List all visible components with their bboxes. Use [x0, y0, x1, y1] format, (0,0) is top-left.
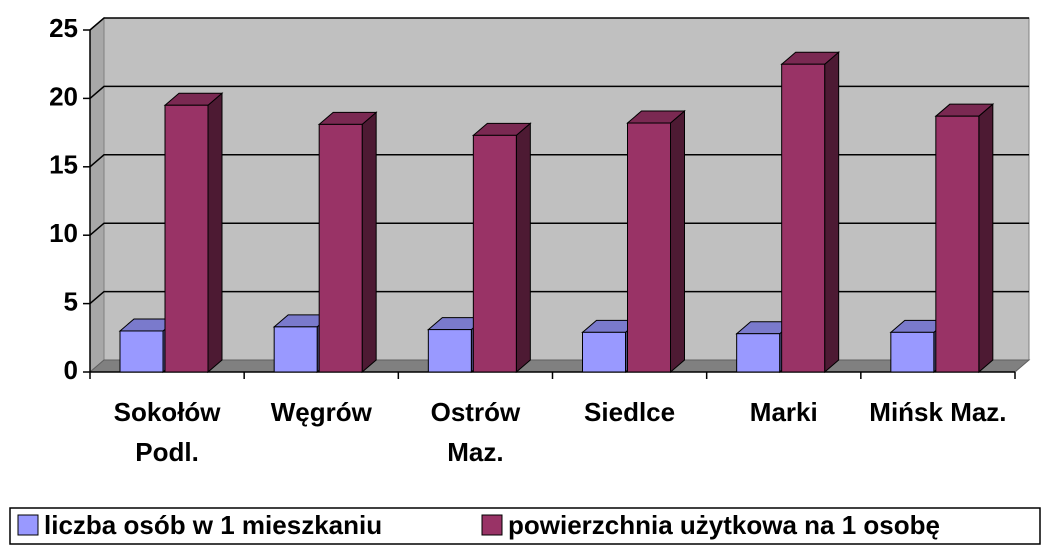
bar	[471, 122, 532, 374]
grid-line	[89, 154, 1029, 168]
legend-label: powierzchnia użytkowa na 1 osobę	[508, 510, 940, 540]
grid-line	[89, 85, 1029, 99]
bar-front	[736, 333, 781, 373]
bar-front	[164, 104, 209, 373]
grid-line	[89, 290, 1029, 305]
bar	[780, 51, 841, 374]
x-tick-label: Węgrów	[270, 397, 372, 427]
bar-front	[781, 63, 826, 373]
bar	[626, 109, 686, 374]
y-tick-label: 5	[64, 286, 78, 316]
x-tick-label: Siedlce	[584, 397, 676, 427]
y-tick-label: 0	[64, 355, 78, 385]
y-tick-label: 25	[49, 13, 78, 43]
grid-line	[89, 222, 1029, 236]
bar	[934, 103, 995, 374]
back-wall	[103, 17, 1030, 361]
y-tick-label: 15	[49, 150, 78, 180]
y-tick-label: 20	[49, 81, 78, 111]
bar-side	[824, 51, 840, 374]
x-tick-label: Mińsk Maz.	[869, 397, 1007, 427]
side-wall	[89, 16, 105, 374]
bar-side	[978, 103, 994, 374]
x-tick-label: Marki	[749, 397, 818, 427]
bar-front	[427, 329, 472, 373]
bar-front	[318, 123, 363, 373]
bar-side	[515, 122, 531, 374]
bar-front	[627, 122, 671, 373]
bar-front	[935, 115, 980, 373]
bar-front	[119, 330, 164, 373]
legend-label: liczba osób w 1 mieszkaniu	[44, 510, 382, 540]
x-tick-label: Sokołów Podl.	[113, 397, 221, 467]
bar-front	[582, 331, 626, 373]
legend-swatch	[17, 514, 39, 536]
legend-box	[9, 507, 1041, 545]
bar	[317, 111, 378, 374]
bar	[163, 92, 224, 374]
legend-swatch	[481, 514, 503, 536]
bar-front	[273, 326, 318, 373]
y-tick-label: 10	[49, 218, 78, 248]
bar-side	[207, 92, 223, 374]
floor	[88, 359, 1031, 373]
bar-side	[361, 111, 377, 374]
bar-front	[472, 134, 517, 373]
bar-front	[890, 331, 935, 373]
grid-line	[89, 17, 1029, 31]
bar-side	[670, 109, 685, 374]
x-tick-label: Ostrów Maz.	[430, 397, 521, 467]
